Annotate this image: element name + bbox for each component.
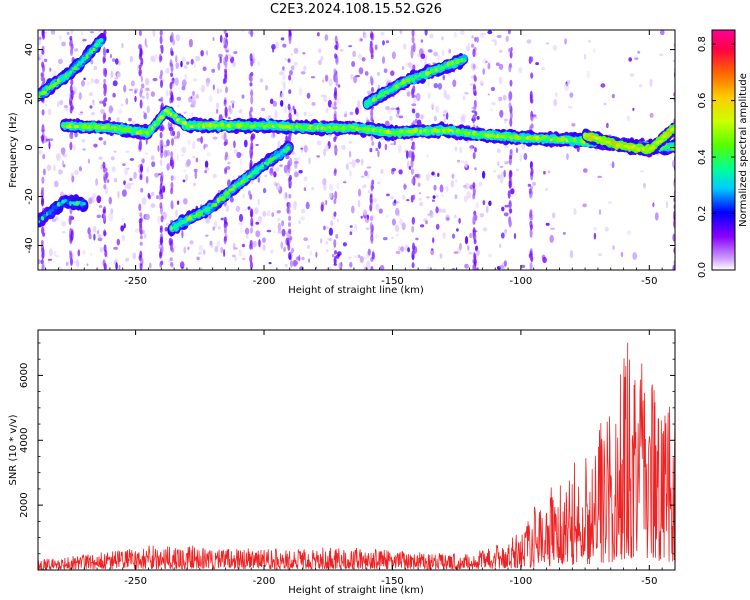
spectrogram-xtick-label: -250 bbox=[124, 276, 147, 287]
snr-xlabel: Height of straight line (km) bbox=[288, 585, 424, 596]
trace-rising-upper bbox=[362, 53, 469, 110]
snr-background bbox=[38, 330, 675, 570]
snr-series-line bbox=[38, 342, 675, 570]
page-title: C2E3.2024.108.15.52.G26 bbox=[269, 2, 443, 17]
snr-xtick-label: -150 bbox=[381, 576, 404, 587]
colorbar-tick-label: 0.2 bbox=[697, 206, 708, 222]
snr-ytick-label: 4000 bbox=[19, 428, 30, 453]
trace-lower-left bbox=[38, 194, 89, 228]
spectrogram-xtick-label: -100 bbox=[510, 276, 533, 287]
snr-xtick-label: -100 bbox=[510, 576, 533, 587]
trace-rising-lower bbox=[167, 141, 294, 237]
spectrogram-ytick-label: 0 bbox=[24, 144, 35, 150]
colorbar: 0.0 0.2 0.4 0.6 0.8 Normalized spectral ampl… bbox=[697, 29, 749, 278]
spectrogram-xtick-label: -150 bbox=[381, 276, 404, 287]
snr-frame bbox=[37, 329, 676, 571]
snr-xtick-label: -200 bbox=[253, 576, 276, 587]
colorbar-tick-label: 0.8 bbox=[697, 36, 708, 52]
spectrogram-heatmap bbox=[38, 30, 675, 270]
colorbar-tick-label: 0.6 bbox=[697, 93, 708, 109]
colorbar-ticks: 0.0 0.2 0.4 0.6 0.8 bbox=[697, 36, 735, 278]
colorbar-tick-label: 0.4 bbox=[697, 149, 708, 165]
trace-right-band bbox=[581, 122, 675, 158]
colorbar-label: Normalized spectral amplitude bbox=[738, 73, 749, 227]
spectrogram-ytick-label: -20 bbox=[24, 188, 35, 204]
snr-ytick-label: 2000 bbox=[19, 492, 30, 517]
snr-ytick-label: 6000 bbox=[19, 363, 30, 388]
spectrogram-xtick-label: -200 bbox=[253, 276, 276, 287]
snr-xtick-label: -50 bbox=[641, 576, 657, 587]
snr-panel: -250 -200 -150 -100 -50 2000 4000 6000 Height o… bbox=[8, 329, 676, 596]
snr-ylabel: SNR (10 * v/v) bbox=[8, 414, 19, 485]
colorbar-tick-label: 0.0 bbox=[697, 262, 708, 278]
spectrogram-ytick-label: -40 bbox=[24, 237, 35, 253]
snr-xtick-label: -250 bbox=[124, 576, 147, 587]
spectrogram-ytick-label: 40 bbox=[24, 43, 35, 56]
spectrogram-xlabel: Height of straight line (km) bbox=[288, 285, 424, 296]
spectrogram-ytick-label: 20 bbox=[24, 92, 35, 105]
trace-upper-left bbox=[38, 32, 107, 103]
spectrogram-frame bbox=[37, 29, 676, 271]
snr-axes: -250 -200 -150 -100 -50 2000 4000 6000 bbox=[19, 330, 676, 587]
spectrogram-ylabel: Frequency (Hz) bbox=[8, 112, 19, 188]
colorbar-gradient bbox=[711, 29, 736, 271]
spectrogram-xtick-label: -50 bbox=[641, 276, 657, 287]
